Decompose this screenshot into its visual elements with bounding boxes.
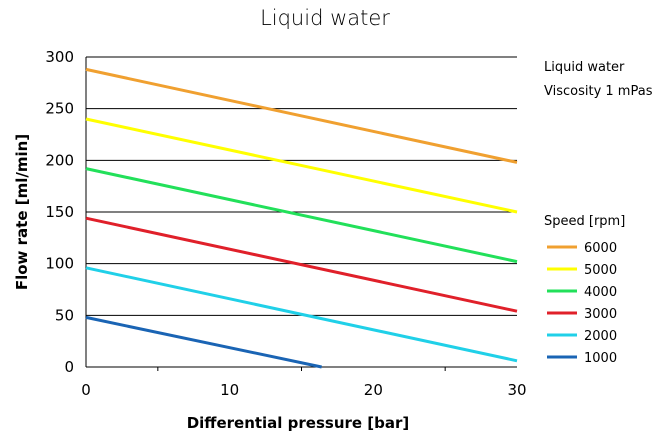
y-tick-label: 200 [45,151,74,169]
y-tick-label: 0 [64,358,74,376]
y-tick-label: 250 [45,100,74,118]
series-line-5000 [85,117,518,214]
y-tick-labels: 0 50 100 150 200 250 300 [45,48,74,376]
series-lines [85,67,518,369]
annotation-liquid: Liquid water [544,60,625,75]
y-tick-label: 50 [55,306,74,324]
legend-title: Speed [rpm] [544,214,625,229]
x-tick-labels: 0 10 20 30 [81,381,526,399]
legend-label-1000: 1000 [584,351,617,366]
y-tick-label: 100 [45,255,74,273]
annotation-viscosity: Viscosity 1 mPas [544,84,653,99]
legend: 6000 5000 4000 3000 2000 1000 [547,241,617,366]
series-line-3000 [85,216,518,313]
series-line-2000 [85,266,518,363]
series-line-1000 [85,315,322,369]
legend-label-3000: 3000 [584,307,617,322]
x-axis-label: Differential pressure [bar] [187,414,410,432]
x-tick-label: 0 [81,381,91,399]
gridlines [86,56,517,316]
legend-label-5000: 5000 [584,263,617,278]
y-tick-label: 300 [45,48,74,66]
series-line-6000 [85,67,518,164]
legend-label-6000: 6000 [584,241,617,256]
x-tick-label: 10 [220,381,239,399]
y-axis-label: Flow rate [ml/min] [13,134,31,290]
y-tick-label: 150 [45,203,74,221]
x-tick-label: 20 [364,381,383,399]
series-line-4000 [85,167,518,264]
chart-title: Liquid water [260,6,390,30]
legend-label-4000: 4000 [584,285,617,300]
axes [85,57,517,371]
x-tick-label: 30 [507,381,526,399]
legend-label-2000: 2000 [584,329,617,344]
